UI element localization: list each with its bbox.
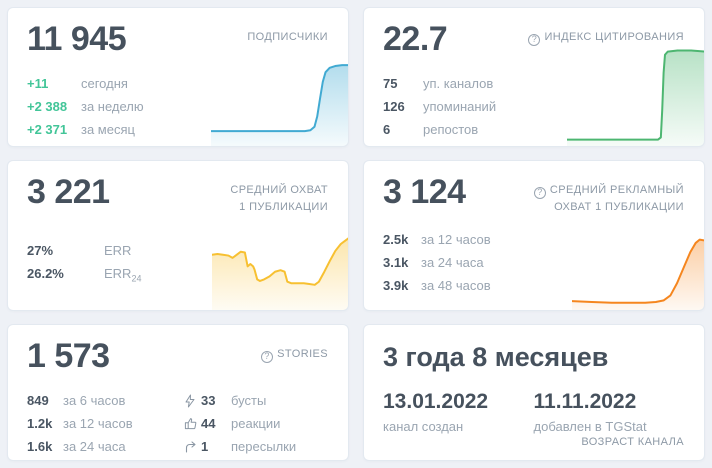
- channel-age-card: 3 года 8 месяцев 13.01.2022 канал создан…: [363, 324, 705, 461]
- subscribers-card: 11 945 ПОДПИСЧИКИ +11 сегодня +2 388 за …: [7, 7, 349, 147]
- reactions-icon: [184, 417, 201, 430]
- avg-reach-sparkline-chart[interactable]: [212, 234, 348, 310]
- avg-ad-reach-title: ? СРЕДНИЙ РЕКЛАМНЫЙ ОХВАТ 1 ПУБЛИКАЦИИ: [533, 173, 684, 215]
- channel-created-date: 13.01.2022: [383, 390, 489, 414]
- subscribers-count: 11 945: [27, 20, 127, 58]
- help-icon[interactable]: ?: [261, 350, 274, 363]
- avg-reach-value: 3 221: [27, 173, 110, 211]
- stories-6h: 849 за 6 часов: [27, 393, 126, 409]
- forwards-icon: [184, 440, 201, 453]
- subscribers-sparkline-chart[interactable]: [211, 59, 348, 146]
- citation-index-title: ? ИНДЕКС ЦИТИРОВАНИЯ: [528, 20, 684, 46]
- citation-index-card: 22.7 ? ИНДЕКС ЦИТИРОВАНИЯ 75 уп. каналов …: [363, 7, 705, 147]
- err-stat: 27% ERR: [27, 243, 132, 258]
- citation-index-value: 22.7: [383, 20, 448, 58]
- err24-stat: 26.2% ERR24: [27, 266, 142, 284]
- ad-reach-48h: 3.9k за 48 часов: [383, 278, 491, 293]
- citation-stat-reposts: 6 репостов: [383, 122, 479, 138]
- stories-title: ? STORIES: [261, 337, 328, 363]
- subscribers-stat-week: +2 388 за неделю: [27, 99, 144, 115]
- ad-reach-24h: 3.1k за 24 часа: [383, 255, 484, 270]
- avg-reach-card: 3 221 СРЕДНИЙ ОХВАТ 1 ПУБЛИКАЦИИ 27% ERR…: [7, 160, 349, 311]
- avg-ad-reach-value: 3 124: [383, 173, 466, 211]
- subscribers-stat-month: +2 371 за месяц: [27, 122, 135, 138]
- channel-created-block: 13.01.2022 канал создан: [383, 389, 534, 433]
- help-icon[interactable]: ?: [533, 186, 546, 199]
- channel-created-label: канал создан: [383, 418, 464, 434]
- stories-24h: 1.6k за 24 часа: [27, 439, 126, 455]
- citation-stat-channels: 75 уп. каналов: [383, 76, 494, 92]
- avg-ad-reach-sparkline-chart[interactable]: [572, 229, 704, 310]
- citation-stat-mentions: 126 упоминаний: [383, 99, 497, 115]
- channel-age-value: 3 года 8 месяцев: [383, 342, 609, 372]
- stories-card: 1 573 ? STORIES 849 за 6 часов 1.2k за 12…: [7, 324, 349, 461]
- stories-forwards: 1 пересылки: [184, 435, 296, 458]
- channel-added-label: добавлен в TGStat: [533, 418, 647, 434]
- stories-boosts: 33 бусты: [184, 389, 296, 412]
- avg-reach-title: СРЕДНИЙ ОХВАТ 1 ПУБЛИКАЦИИ: [230, 184, 328, 213]
- stories-value: 1 573: [27, 337, 110, 375]
- ad-reach-12h: 2.5k за 12 часов: [383, 232, 491, 247]
- citation-sparkline-chart[interactable]: [567, 41, 704, 146]
- channel-added-date: 11.11.2022: [533, 390, 637, 414]
- stories-12h: 1.2k за 12 часов: [27, 416, 133, 432]
- channel-age-title: ВОЗРАСТ КАНАЛА: [581, 436, 684, 448]
- help-icon[interactable]: ?: [528, 33, 541, 46]
- subscribers-title: ПОДПИСЧИКИ: [247, 31, 328, 43]
- avg-ad-reach-card: 3 124 ? СРЕДНИЙ РЕКЛАМНЫЙ ОХВАТ 1 ПУБЛИКА…: [363, 160, 705, 311]
- boost-icon: [184, 394, 201, 408]
- stories-reactions: 44 реакции: [184, 412, 296, 435]
- subscribers-stat-today: +11 сегодня: [27, 76, 128, 92]
- channel-added-block: 11.11.2022 добавлен в TGStat: [534, 389, 685, 433]
